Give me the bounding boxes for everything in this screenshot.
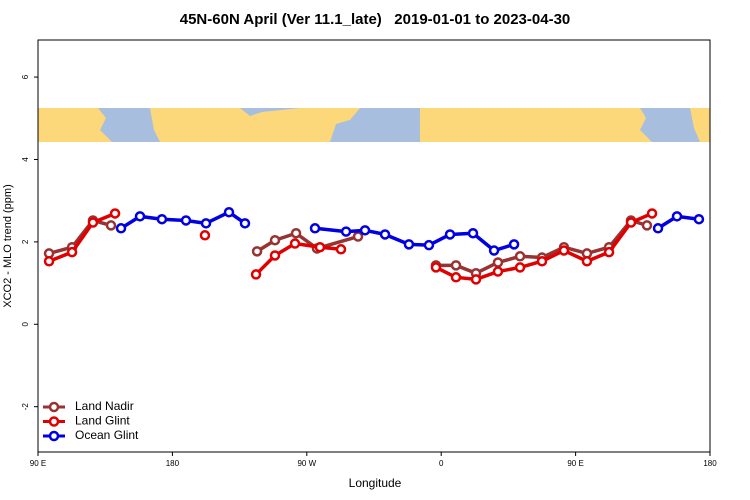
data-point — [379, 229, 391, 240]
data-point — [514, 262, 526, 273]
data-point — [269, 234, 281, 246]
data-point — [430, 262, 442, 273]
data-point — [603, 246, 615, 258]
data-point — [289, 238, 301, 249]
data-point — [558, 245, 570, 256]
y-tick-label: 0 — [21, 322, 30, 327]
y-axis-label: XCO2 - MLO trend (ppm) — [2, 184, 14, 307]
data-point — [180, 215, 192, 226]
x-tick-label: 180 — [703, 459, 717, 468]
data-point — [156, 213, 168, 225]
data-point — [450, 260, 462, 271]
data-point — [671, 211, 683, 222]
data-point — [66, 246, 78, 258]
y-tick-label: 2 — [21, 239, 30, 244]
data-point — [251, 246, 263, 257]
data-point — [403, 239, 415, 250]
data-point — [250, 269, 262, 280]
data-point — [109, 208, 121, 219]
data-point — [352, 231, 364, 242]
data-point — [134, 211, 146, 222]
legend-marker — [48, 416, 60, 427]
data-point — [199, 230, 211, 241]
y-tick-label: 4 — [21, 157, 30, 162]
map-strip — [38, 108, 710, 142]
data-point — [508, 239, 520, 250]
data-point — [488, 245, 500, 256]
data-point — [492, 257, 504, 268]
x-tick-label: 90 E — [567, 459, 583, 468]
data-point — [87, 217, 99, 228]
data-point — [467, 227, 479, 239]
legend-label: Ocean Glint — [75, 428, 139, 442]
x-axis-label: Longitude — [349, 476, 402, 490]
x-tick-label: 90 E — [30, 459, 46, 468]
x-tick-label: 180 — [166, 459, 180, 468]
legend-label: Land Glint — [75, 414, 130, 428]
plot-frame — [37, 39, 711, 453]
y-tick-label: -2 — [21, 403, 30, 411]
data-point — [269, 250, 281, 261]
data-point — [693, 213, 705, 225]
data-point — [652, 223, 664, 234]
data-point — [309, 223, 321, 234]
data-point — [105, 220, 117, 231]
data-point — [581, 255, 593, 267]
data-point — [641, 220, 653, 231]
data-point — [290, 227, 302, 239]
data-point — [514, 251, 526, 262]
x-tick-label: 0 — [439, 459, 444, 468]
data-point — [536, 255, 548, 267]
chart-title: 45N-60N April (Ver 11.1_late) 2019-01-01… — [180, 11, 571, 28]
data-point — [200, 218, 212, 229]
data-point — [314, 241, 326, 253]
data-point — [335, 244, 347, 255]
x-tick-label: 90 W — [297, 459, 316, 468]
data-point — [223, 206, 235, 218]
legend-label: Land Nadir — [75, 399, 134, 413]
data-point — [444, 229, 456, 240]
data-point — [239, 218, 251, 229]
data-point — [470, 274, 482, 285]
data-point — [492, 266, 504, 277]
data-point — [115, 223, 127, 234]
data-point — [646, 208, 658, 219]
legend-marker — [48, 401, 60, 413]
data-point — [423, 239, 435, 251]
data-point — [340, 226, 352, 237]
data-point — [625, 217, 637, 228]
data-point — [450, 272, 462, 283]
data-point — [359, 225, 371, 236]
data-point — [43, 255, 55, 267]
y-tick-label: 6 — [21, 74, 30, 79]
legend-marker — [48, 430, 60, 442]
